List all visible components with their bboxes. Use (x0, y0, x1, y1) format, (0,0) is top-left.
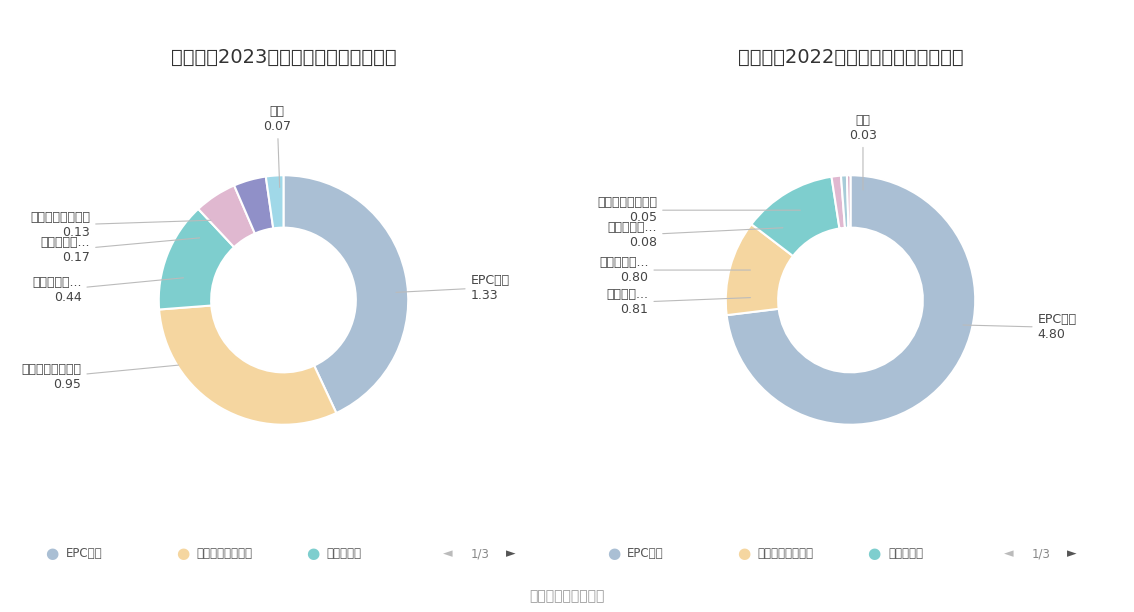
Text: 市政公共...
0.81: 市政公共... 0.81 (607, 288, 751, 316)
Text: 地产景观园林设计
0.13: 地产景观园林设计 0.13 (31, 211, 211, 239)
Text: ●: ● (306, 547, 320, 561)
Wedge shape (265, 175, 284, 228)
Text: ◄: ◄ (1005, 547, 1014, 561)
Wedge shape (727, 175, 975, 425)
Text: 1/3: 1/3 (1032, 547, 1050, 561)
Wedge shape (159, 209, 234, 310)
Text: ◄: ◄ (443, 547, 452, 561)
Wedge shape (831, 176, 845, 228)
Text: 地产景观园林设计
0.05: 地产景观园林设计 0.05 (598, 196, 801, 224)
Wedge shape (159, 305, 337, 425)
Text: 其他
0.07: 其他 0.07 (263, 105, 291, 187)
Wedge shape (726, 224, 793, 315)
Text: 休闲度假园: 休闲度假园 (888, 547, 923, 561)
Text: 生态湿地园...
0.08: 生态湿地园... 0.08 (608, 221, 782, 249)
Text: 生态湿地园...
0.17: 生态湿地园... 0.17 (41, 236, 200, 264)
Text: ●: ● (45, 547, 59, 561)
Text: 休闲度假园: 休闲度假园 (327, 547, 362, 561)
Text: ●: ● (868, 547, 881, 561)
Text: EPC项目
1.33: EPC项目 1.33 (396, 274, 510, 302)
Text: 休闲度假园...
0.44: 休闲度假园... 0.44 (32, 276, 184, 304)
Text: EPC项目
4.80: EPC项目 4.80 (963, 313, 1077, 341)
Title: 杭州园林2023年营业收入构成（亿元）: 杭州园林2023年营业收入构成（亿元） (171, 48, 396, 67)
Text: 数据来源：恒生聚源: 数据来源：恒生聚源 (530, 590, 604, 603)
Text: ►: ► (1067, 547, 1076, 561)
Text: 其他
0.03: 其他 0.03 (849, 114, 877, 190)
Wedge shape (752, 177, 839, 256)
Text: ●: ● (607, 547, 620, 561)
Text: 市政公共园林设计: 市政公共园林设计 (758, 547, 813, 561)
Text: 市政公共园林设计
0.95: 市政公共园林设计 0.95 (22, 364, 178, 391)
Wedge shape (841, 175, 848, 228)
Wedge shape (847, 175, 850, 228)
Text: ►: ► (506, 547, 515, 561)
Wedge shape (198, 185, 255, 247)
Wedge shape (234, 176, 273, 234)
Text: ●: ● (176, 547, 189, 561)
Text: EPC项目: EPC项目 (66, 547, 102, 561)
Text: 1/3: 1/3 (471, 547, 489, 561)
Text: EPC项目: EPC项目 (627, 547, 663, 561)
Wedge shape (284, 175, 408, 413)
Title: 杭州园林2022年营业收入构成（亿元）: 杭州园林2022年营业收入构成（亿元） (738, 48, 963, 67)
Text: ●: ● (737, 547, 751, 561)
Text: 休闲度假园...
0.80: 休闲度假园... 0.80 (599, 256, 751, 284)
Text: 市政公共园林设计: 市政公共园林设计 (196, 547, 252, 561)
